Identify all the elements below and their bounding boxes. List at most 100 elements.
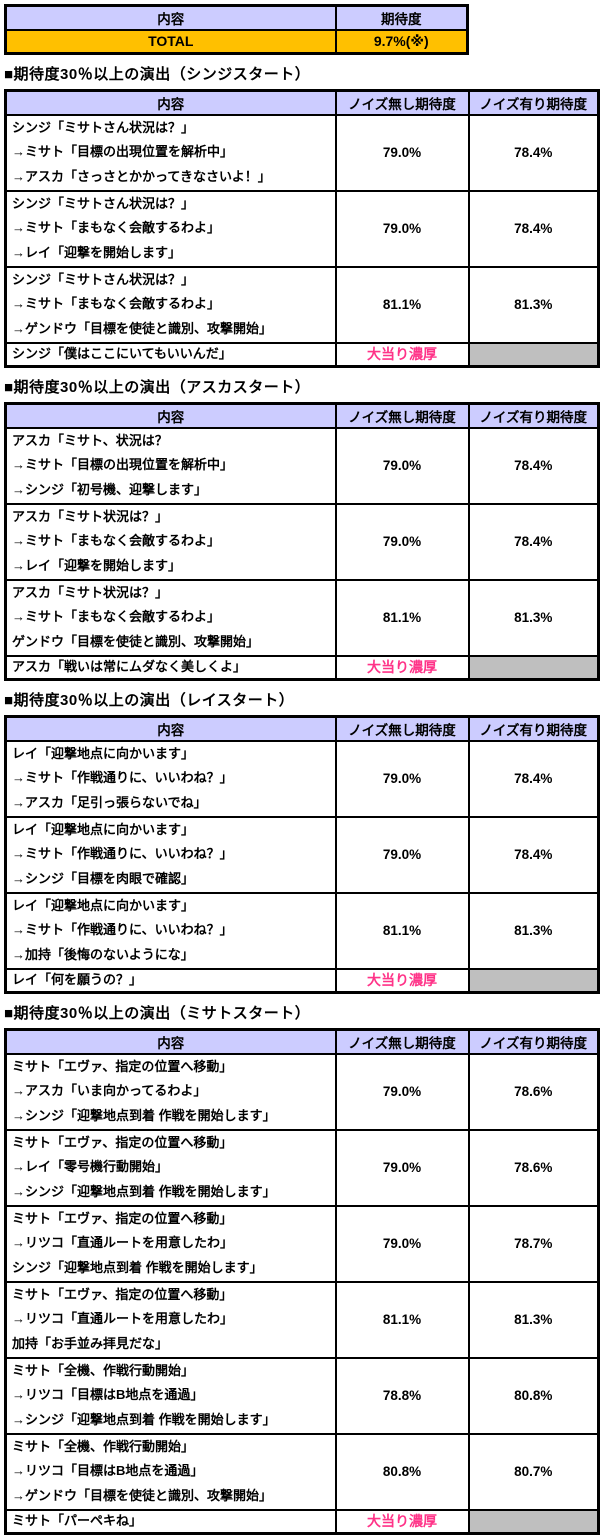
no-noise-expectation-value: 81.1% <box>334 265 470 344</box>
dialogue-line: →リツコ「目標はB地点を通過」 <box>12 1387 204 1403</box>
table-row: アスカ「ミサト状況は？」 →ミサト「まもなく会敵するわよ」 ゲンドウ「目標を使徒と識… <box>4 578 600 657</box>
dialogue-line: 加持「お手並み拝見だな」 <box>12 1335 169 1351</box>
dialogue-line: レイ「迎撃地点に向かいます」 <box>12 745 195 761</box>
section-title: ■期待度30％以上の演出（レイスタート） <box>4 692 295 709</box>
dialogue-line: ミサト「全機、作戦行動開始」 <box>12 1438 195 1454</box>
summary-content-header: 内容 <box>4 4 337 31</box>
no-noise-expectation-value: 79.0% <box>334 739 470 818</box>
dialogue-line: ミサト「エヴァ、指定の位置へ移動」 <box>12 1058 233 1074</box>
performance-content-cell: レイ「迎撃地点に向かいます」 →ミサト「作戦通りに、いいわね？」 →加持「後悔のない… <box>4 891 337 970</box>
dialogue-line: →ゲンドウ「目標を使徒と識別、攻撃開始」 <box>12 1487 273 1503</box>
no-noise-expectation-value: 79.0% <box>334 113 470 192</box>
dialogue-line: →ゲンドウ「目標を使徒と識別、攻撃開始」 <box>12 320 273 336</box>
dialogue-line: →レイ「迎撃を開始します」 <box>12 244 182 260</box>
performance-content-cell: ミサト「エヴァ、指定の位置へ移動」 →レイ「零号機行動開始」 →シンジ「迎撃地点到着… <box>4 1128 337 1207</box>
detail-header-row: 内容 ノイズ無し期待度 ノイズ有り期待度 <box>4 89 600 116</box>
column-header: ノイズ有り期待度 <box>467 89 600 116</box>
no-noise-expectation-value: 79.0% <box>334 1204 470 1283</box>
dialogue-line: アスカ「ミサト、状況は？ <box>12 432 168 448</box>
dialogue-line: アスカ「戦いは常にムダなく美しくよ」 <box>12 659 247 675</box>
no-noise-expectation-value: 81.1% <box>334 891 470 970</box>
dialogue-line: レイ「迎撃地点に向かいます」 <box>12 821 195 837</box>
detail-header-row: 内容 ノイズ無し期待度 ノイズ有り期待度 <box>4 715 600 742</box>
performance-content-cell: アスカ「ミサト状況は？」 →ミサト「まもなく会敵するわよ」 →レイ「迎撃を開始します… <box>4 502 337 581</box>
no-noise-expectation-value: 79.0% <box>334 1128 470 1207</box>
no-noise-expectation-value: 80.8% <box>334 1432 470 1511</box>
no-noise-expectation-value: 79.0% <box>334 815 470 894</box>
table-row: レイ「迎撃地点に向かいます」 →ミサト「作戦通りに、いいわね？」 →加持「後悔のない… <box>4 891 600 970</box>
dialogue-line: →レイ「迎撃を開始します」 <box>12 557 182 573</box>
table-row: アスカ「ミサト状況は？」 →ミサト「まもなく会敵するわよ」 →レイ「迎撃を開始します… <box>4 502 600 581</box>
dialogue-line: →ミサト「作戦通りに、いいわね？」 <box>12 922 233 938</box>
noise-expectation-value: 80.7% <box>467 1432 600 1511</box>
jackpot-label: 大当り濃厚 <box>334 1508 470 1535</box>
dialogue-line: →リツコ「直通ルートを用意したわ」 <box>12 1235 234 1251</box>
dialogue-line: →ミサト「まもなく会敵するわよ」 <box>12 533 221 549</box>
no-noise-expectation-value: 79.0% <box>334 1052 470 1131</box>
empty-cell <box>467 341 600 368</box>
dialogue-line: シンジ「ミサトさん状況は？」 <box>12 119 195 135</box>
summary-total-row: TOTAL 9.7%(※) <box>4 28 469 55</box>
table-row: レイ「迎撃地点に向かいます」 →ミサト「作戦通りに、いいわね？」 →シンジ「目標を肉… <box>4 815 600 894</box>
column-header: ノイズ有り期待度 <box>467 1028 600 1055</box>
dialogue-line: ミサト「パーペキね」 <box>12 1513 143 1529</box>
table-row: ミサト「エヴァ、指定の位置へ移動」 →リツコ「直通ルートを用意したわ」 シンジ「迎撃… <box>4 1204 600 1283</box>
table-row: アスカ「ミサト、状況は？ →ミサト「目標の出現位置を解析中」 →シンジ「初号機、迎撃… <box>4 426 600 505</box>
dialogue-line: ゲンドウ「目標を使徒と識別、攻撃開始」 <box>12 633 260 649</box>
dialogue-line: →ミサト「目標の出現位置を解析中」 <box>12 144 234 160</box>
table-row: ミサト「全機、作戦行動開始」 →リツコ「目標はB地点を通過」 →ゲンドウ「目標を使徒… <box>4 1432 600 1511</box>
dialogue-line: シンジ「ミサトさん状況は？」 <box>12 195 195 211</box>
sections-container: ■期待度30％以上の演出（シンジスタート） 内容 ノイズ無し期待度 ノイズ有り期待度シ… <box>4 63 600 1535</box>
jackpot-label: 大当り濃厚 <box>334 654 470 681</box>
table-row: シンジ「ミサトさん状況は？」 →ミサト「目標の出現位置を解析中」 →アスカ「さっさと… <box>4 113 600 192</box>
column-header: ノイズ有り期待度 <box>467 715 600 742</box>
dialogue-line: レイ「何を願うの？」 <box>12 972 143 988</box>
dialogue-line: →ミサト「作戦通りに、いいわね？」 <box>12 770 233 786</box>
noise-expectation-value: 78.4% <box>467 502 600 581</box>
dialogue-line: →シンジ「迎撃地点到着 作戦を開始します」 <box>12 1183 276 1199</box>
noise-expectation-value: 78.4% <box>467 426 600 505</box>
dialogue-line: ミサト「全機、作戦行動開始」 <box>12 1362 195 1378</box>
dialogue-line: →ミサト「目標の出現位置を解析中」 <box>12 457 234 473</box>
table-row: シンジ「ミサトさん状況は？」 →ミサト「まもなく会敵するわよ」 →レイ「迎撃を開始し… <box>4 189 600 268</box>
column-header: ノイズ無し期待度 <box>334 1028 470 1055</box>
column-header: ノイズ無し期待度 <box>334 89 470 116</box>
dialogue-line: →シンジ「迎撃地点到着 作戦を開始します」 <box>12 1411 276 1427</box>
total-label: TOTAL <box>4 28 337 55</box>
dialogue-line: →アスカ「さっさとかかってきなさいよ！」 <box>12 168 271 184</box>
performance-content-cell: レイ「迎撃地点に向かいます」 →ミサト「作戦通りに、いいわね？」 →シンジ「目標を肉… <box>4 815 337 894</box>
performance-content-cell: ミサト「エヴァ、指定の位置へ移動」 →アスカ「いま向かってるわよ」 →シンジ「迎撃地… <box>4 1052 337 1131</box>
dialogue-line: ミサト「エヴァ、指定の位置へ移動」 <box>12 1286 233 1302</box>
dialogue-line: アスカ「ミサト状況は？」 <box>12 508 169 524</box>
dialogue-line: →リツコ「目標はB地点を通過」 <box>12 1463 204 1479</box>
no-noise-expectation-value: 79.0% <box>334 189 470 268</box>
performance-content-cell: アスカ「ミサト状況は？」 →ミサト「まもなく会敵するわよ」 ゲンドウ「目標を使徒と識… <box>4 578 337 657</box>
column-header: 内容 <box>4 715 337 742</box>
column-header: 内容 <box>4 89 337 116</box>
expectation-detail-table: 内容 ノイズ無し期待度 ノイズ有り期待度 レイ「迎撃地点に向かいます」 →ミサト「作戦通… <box>4 715 600 994</box>
dialogue-line: シンジ「迎撃地点到着 作戦を開始します」 <box>12 1259 263 1275</box>
dialogue-line: →ミサト「まもなく会敵するわよ」 <box>12 220 221 236</box>
dialogue-line: レイ「迎撃地点に向かいます」 <box>12 897 195 913</box>
dialogue-line: →シンジ「目標を肉眼で確認」 <box>12 870 195 886</box>
performance-content-cell: シンジ「ミサトさん状況は？」 →ミサト「目標の出現位置を解析中」 →アスカ「さっさと… <box>4 113 337 192</box>
dialogue-line: →アスカ「足引っ張らないでね」 <box>12 794 207 810</box>
performance-content-cell: シンジ「僕はここにいてもいいんだ」 <box>4 341 337 368</box>
dialogue-line: →リツコ「直通ルートを用意したわ」 <box>12 1311 234 1327</box>
performance-content-cell: ミサト「全機、作戦行動開始」 →リツコ「目標はB地点を通過」 →シンジ「迎撃地点到着… <box>4 1356 337 1435</box>
empty-cell <box>467 1508 600 1535</box>
dialogue-line: →ミサト「まもなく会敵するわよ」 <box>12 296 221 312</box>
total-expectation-table: 内容 期待度 TOTAL 9.7%(※) <box>4 4 469 55</box>
performance-content-cell: レイ「何を願うの？」 <box>4 967 337 994</box>
table-row: シンジ「僕はここにいてもいいんだ」 大当り濃厚 <box>4 341 600 368</box>
dialogue-line: シンジ「ミサトさん状況は？」 <box>12 271 195 287</box>
dialogue-line: ミサト「エヴァ、指定の位置へ移動」 <box>12 1134 233 1150</box>
noise-expectation-value: 81.3% <box>467 578 600 657</box>
table-row: ミサト「エヴァ、指定の位置へ移動」 →レイ「零号機行動開始」 →シンジ「迎撃地点到着… <box>4 1128 600 1207</box>
table-row: ミサト「エヴァ、指定の位置へ移動」 →アスカ「いま向かってるわよ」 →シンジ「迎撃地… <box>4 1052 600 1131</box>
column-header: ノイズ無し期待度 <box>334 715 470 742</box>
noise-expectation-value: 78.6% <box>467 1052 600 1131</box>
column-header: 内容 <box>4 1028 337 1055</box>
performance-content-cell: アスカ「ミサト、状況は？ →ミサト「目標の出現位置を解析中」 →シンジ「初号機、迎撃… <box>4 426 337 505</box>
